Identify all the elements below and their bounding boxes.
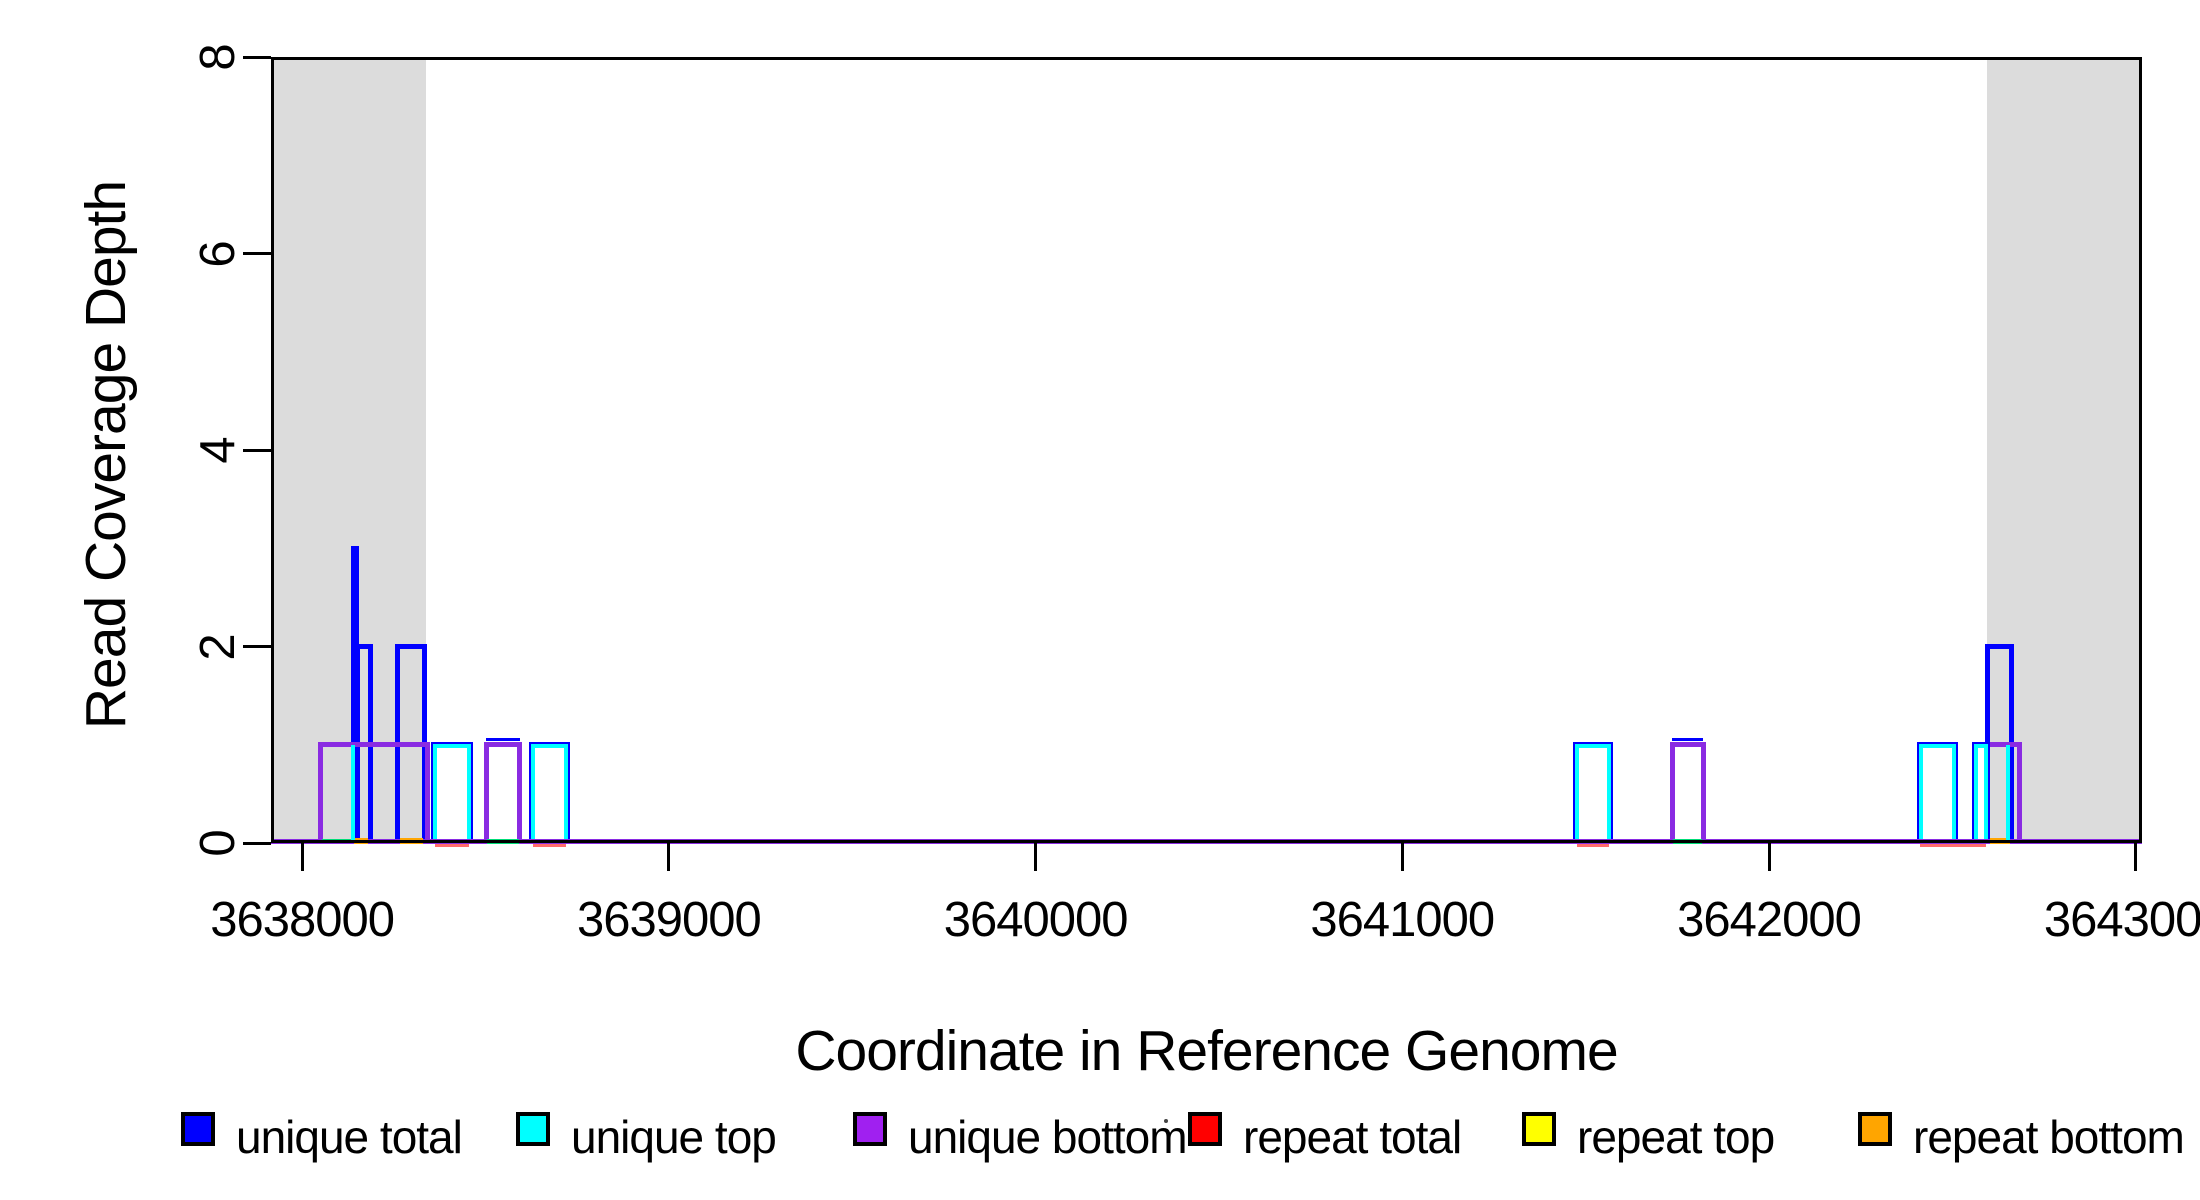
x-tick-mark: [667, 843, 671, 871]
plot-box-border: [271, 57, 2142, 843]
y-axis-title: Read Coverage Depth: [74, 180, 138, 730]
coverage-step-rect-inner: [1575, 743, 1612, 843]
coverage-step-rect-total-top: [1573, 741, 1614, 843]
x-tick-label: 3640000: [943, 893, 1129, 947]
legend-swatch-repeat-bottom: [1858, 1112, 1892, 1146]
coverage-step-rect: [1669, 742, 1706, 843]
legend-item-label: repeat bottom: [1913, 1111, 2185, 1163]
coverage-step-rect: [483, 742, 523, 843]
coverage-step-rect-inner: [531, 743, 569, 843]
y-tick-label: 6: [191, 239, 245, 268]
y-tick-mark: [243, 841, 271, 845]
y-tick-mark: [243, 448, 271, 452]
coverage-step-vline: [2005, 744, 2010, 843]
y-tick-label: 8: [191, 43, 245, 71]
legend-swatch-repeat-total: [1188, 1112, 1222, 1146]
legend-item-label: repeat top: [1577, 1111, 1775, 1163]
coverage-step-rect-inner: [433, 743, 472, 843]
legend-swatch-unique-total: [181, 1112, 215, 1146]
legend-swatch-repeat-top: [1522, 1112, 1556, 1146]
legend-item: unique bottom: [853, 1108, 1188, 1168]
coverage-step-rect-total-top: [529, 741, 571, 843]
x-axis-title: Coordinate in Reference Genome: [795, 1019, 1618, 1083]
legend-item-label: unique total: [236, 1111, 463, 1163]
y-tick-label: 2: [191, 632, 245, 661]
x-tick-mark: [1767, 843, 1771, 871]
y-tick-mark: [243, 252, 271, 255]
coverage-step-rect: [317, 742, 430, 843]
legend-item-label: unique bottom: [908, 1111, 1188, 1163]
x-tick-mark: [300, 843, 304, 871]
coverage-step-rect-total-top: [431, 741, 474, 843]
legend-item: unique total: [181, 1108, 511, 1168]
x-tick-label: 3641000: [1310, 893, 1495, 947]
coverage-step-rect-inner: [1974, 743, 1988, 843]
legend-item-label: unique top: [571, 1111, 777, 1163]
coverage-step-rect-total-top: [1972, 741, 1990, 843]
y-tick-label: 4: [191, 436, 245, 464]
y-tick-mark: [243, 55, 271, 59]
x-tick-label: 3638000: [210, 893, 395, 947]
coverage-step-rect-total-top: [1917, 741, 1958, 843]
coverage-step-rect-inner: [1919, 743, 1956, 843]
legend-item: repeat top: [1522, 1108, 1852, 1168]
shaded-region: [271, 57, 427, 843]
legend-item-label: repeat total: [1243, 1111, 1462, 1163]
x-tick-mark: [1400, 843, 1404, 871]
x-tick-mark: [1034, 843, 1038, 871]
y-tick-label: 0: [191, 829, 245, 857]
y-tick-mark: [243, 645, 271, 648]
legend-stray-dot: [1164, 1119, 1168, 1123]
coverage-hline: [1672, 737, 1704, 741]
legend: unique total unique top unique bottom repea…: [0, 1108, 2200, 1168]
coverage-hline: [486, 737, 520, 741]
x-tick-label: 3642000: [1677, 893, 1862, 947]
legend-item: unique top: [516, 1108, 846, 1168]
legend-swatch-unique-top: [516, 1112, 550, 1146]
legend-swatch-unique-bottom: [853, 1112, 887, 1146]
legend-item: repeat bottom: [1858, 1108, 2188, 1168]
x-tick-mark: [2134, 843, 2138, 871]
x-tick-label: 3639000: [576, 893, 762, 947]
legend-item: repeat total: [1188, 1108, 1518, 1168]
coverage-step-vline: [351, 744, 356, 843]
